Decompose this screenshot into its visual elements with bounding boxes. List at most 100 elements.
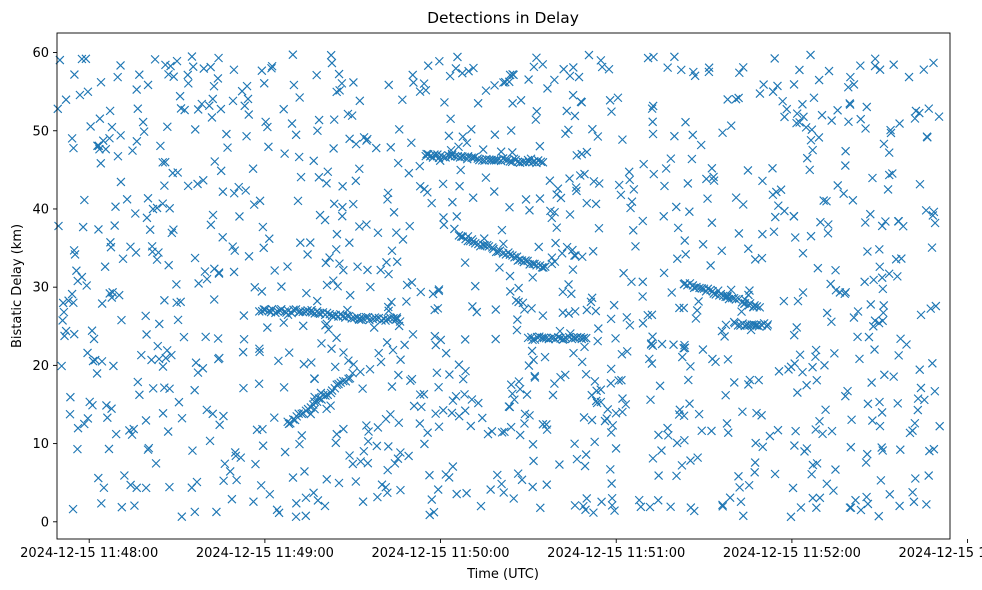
detection-marker [720,332,730,341]
detection-marker [452,489,462,499]
detection-marker [209,81,219,91]
detection-marker [624,167,634,177]
detection-marker [108,287,118,297]
y-tick-label: 10 [32,437,49,452]
detection-marker [530,371,540,381]
detection-marker [104,444,114,454]
detection-marker [96,498,106,508]
x-tick-label: 2024-12-15 11:48:00 [20,546,158,561]
detection-marker [105,106,115,116]
detection-marker [321,258,331,268]
detection-marker [798,99,807,109]
detection-marker [845,503,855,513]
detection-marker [450,151,460,161]
detection-marker [239,311,249,320]
detection-marker [792,118,801,128]
detection-marker [542,425,552,435]
detection-marker [614,376,624,385]
detection-marker [568,245,577,255]
detection-marker [723,428,733,438]
detection-marker [525,205,534,215]
detection-marker [886,125,895,135]
detection-marker [383,194,392,204]
detection-marker [679,343,689,353]
detection-marker [863,247,872,256]
detection-marker [806,231,816,241]
detection-marker [193,105,203,114]
detection-marker [407,278,417,287]
detection-marker [126,480,136,490]
detection-marker [646,395,655,405]
detection-marker [377,480,387,490]
detection-marker [743,166,753,175]
detection-marker [823,228,833,238]
detection-marker [549,75,559,85]
detection-marker [283,262,292,271]
detection-marker [722,419,732,428]
detection-marker [451,64,461,73]
detection-marker [773,201,783,211]
detection-marker [497,427,507,437]
detection-marker [306,358,316,367]
detection-marker [73,423,83,433]
detection-marker [568,333,578,343]
detection-marker [427,495,437,504]
detection-marker [528,482,538,492]
detection-marker [603,405,613,414]
detection-marker [537,262,547,272]
detection-marker [707,426,716,436]
detection-marker [497,225,507,235]
detection-marker [648,453,658,463]
detection-marker [99,483,109,493]
detection-marker [315,309,325,319]
detection-marker [254,344,264,354]
detection-marker [577,97,587,107]
detection-marker [347,111,357,121]
detection-marker [757,253,767,263]
detection-marker [158,362,168,371]
detection-marker [681,249,691,259]
detection-marker [187,483,197,493]
detection-marker [521,195,531,204]
detection-marker [419,184,429,194]
detection-marker [718,500,727,510]
detection-marker [455,181,464,191]
detection-marker [507,389,517,399]
detection-marker [358,497,368,507]
detection-marker [605,95,615,105]
detection-marker [789,80,799,89]
detection-marker [468,193,478,203]
detection-marker [365,364,375,374]
detection-marker [205,436,215,446]
detection-marker [202,274,212,284]
detection-marker [173,315,183,325]
detection-marker [404,451,414,461]
detection-marker [863,399,873,409]
detection-marker [594,223,604,233]
detection-marker [870,61,880,71]
detection-marker [831,285,841,295]
detection-marker [329,115,339,125]
detection-marker [153,341,163,351]
detection-marker [547,213,557,223]
detection-marker [210,157,220,166]
detection-marker [528,439,538,449]
detection-marker [570,111,580,121]
detection-marker [495,263,504,272]
detection-marker [687,154,697,164]
detection-marker [579,413,589,422]
detection-marker [607,500,617,510]
detection-marker [420,439,429,449]
detection-marker [313,496,323,505]
detection-marker [752,302,762,311]
detection-marker [337,211,347,221]
detection-marker [423,61,433,71]
detection-marker [248,164,258,174]
detection-marker [249,497,258,507]
detection-marker [643,53,653,63]
detection-marker [277,282,286,291]
detection-marker [329,144,339,153]
detection-marker [355,367,365,377]
detection-marker [231,451,241,461]
y-tick-label: 50 [32,124,49,139]
